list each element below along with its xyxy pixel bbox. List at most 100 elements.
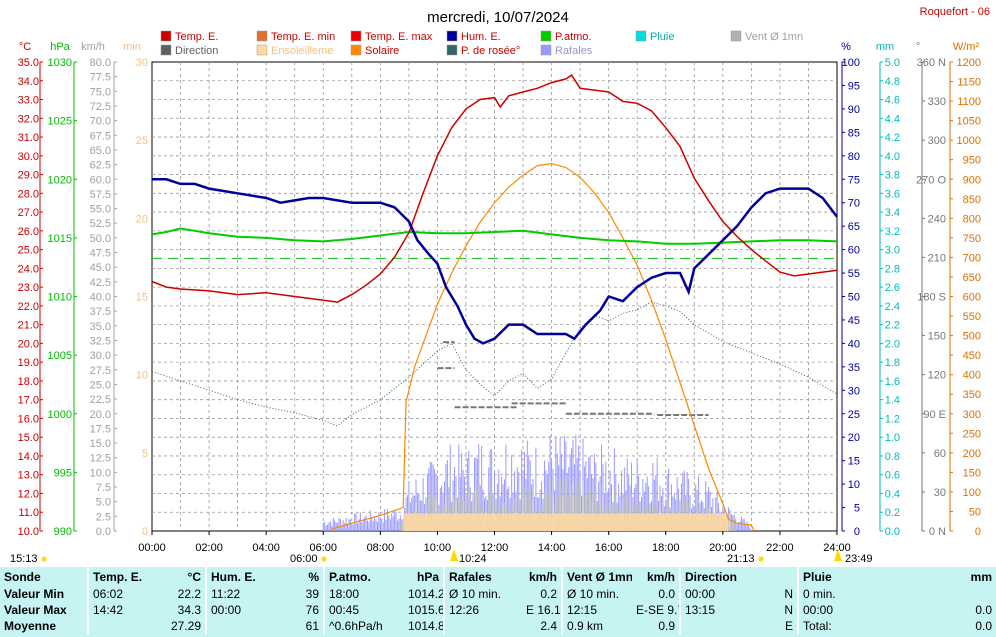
solar-axis-tick-label: 550: [963, 311, 981, 323]
solar-axis-tick-label: 150: [963, 467, 981, 479]
stats-header-temp-unit: °C: [187, 569, 201, 584]
stats-cell: 34.3: [177, 603, 201, 617]
time-marker-left: 15:13: [10, 553, 38, 565]
series-line-solaire: [331, 162, 755, 532]
stats-cell: [87, 618, 162, 634]
wind-axis-tick-label: 50.0: [90, 233, 111, 245]
stats-header-press-unit: hPa: [416, 569, 439, 584]
x-axis-tick-label: 18:00: [652, 542, 680, 554]
stats-cell: E-SE 9.7: [636, 603, 680, 617]
x-axis-tick-label: 12:00: [481, 542, 509, 554]
direction-axis-tick-label: 150: [928, 331, 946, 343]
humidity-axis-tick-label: 40: [848, 338, 860, 350]
gust-bars: [322, 434, 751, 531]
solar-axis-tick-label: 600: [963, 292, 981, 304]
humidity-axis-tick-label: 100: [842, 57, 860, 69]
rain-unit-label: mm: [876, 41, 894, 53]
wind-axis-tick-label: 72.5: [90, 101, 111, 113]
stats-row-label: Valeur Max: [4, 603, 67, 617]
time-marker-arrow: [834, 549, 842, 561]
solar-axis-tick-label: 100: [963, 487, 981, 499]
humidity-axis-tick-label: 25: [848, 409, 860, 421]
stats-cell: [205, 618, 278, 634]
pressure-axis-tick-label: 1000: [48, 409, 72, 421]
stats-table: Sonde Temp. E. °C Hum. E. % P.atmo. hPa …: [0, 567, 996, 634]
wind-axis-tick-label: 2.5: [96, 511, 111, 523]
x-axis-tick-label: 00:00: [138, 542, 166, 554]
wind-axis-tick-label: 5.0: [96, 497, 111, 509]
wind-axis-tick-label: 45.0: [90, 262, 111, 274]
humidity-axis-tick-label: 45: [848, 315, 860, 327]
rain-axis-tick-label: 0.2: [885, 507, 900, 519]
wind-axis-tick-label: 15.0: [90, 438, 111, 450]
direction-axis-tick-label: 30: [934, 487, 946, 499]
series-line-hum-e: [152, 178, 838, 345]
rain-axis-tick-label: 3.8: [885, 170, 900, 182]
legend-swatch: [256, 44, 268, 56]
humidity-unit-label: %: [841, 41, 851, 53]
stats-cell: [443, 618, 522, 634]
stats-header-hum: Hum. E.: [205, 567, 278, 586]
legend-label: Temp. E. min: [271, 31, 335, 43]
solar-axis-tick-label: 200: [963, 448, 981, 460]
station-name: Roquefort - 06: [920, 6, 990, 18]
stats-cell: 76: [305, 603, 319, 617]
series-line-p-de-ros-e: [151, 301, 838, 427]
plot-grid: [151, 61, 838, 532]
temp-axis-tick-label: 30.0: [18, 151, 39, 163]
direction-axis-tick-label: 210: [928, 252, 946, 264]
stats-cell: 06:02: [87, 586, 162, 602]
wind-axis-tick-label: 7.5: [96, 482, 111, 494]
temp-axis-tick-label: 29.0: [18, 170, 39, 182]
sun-axis-tick-label: 30: [136, 57, 148, 69]
rain-axis-tick-label: 4.2: [885, 132, 900, 144]
stats-cell: E: [784, 619, 793, 633]
stats-cell: 00:00: [205, 602, 278, 618]
stats-cell: ^0.6hPa/h: [323, 618, 404, 634]
wind-axis-tick-label: 30.0: [90, 350, 111, 362]
stats-header-dir-unit: [770, 567, 798, 586]
stats-cell: 61: [305, 619, 319, 633]
rain-axis-tick-label: 2.2: [885, 320, 900, 332]
humidity-axis-tick-label: 75: [848, 174, 860, 186]
stats-header-wind: Vent Ø 1mn: [561, 567, 632, 586]
stats-cell: 0.0: [975, 619, 992, 633]
pressure-unit-label: hPa: [50, 41, 70, 53]
direction-axis-tick-label: 240: [928, 213, 946, 225]
wind-axis-tick-label: 65.0: [90, 145, 111, 157]
stats-header-press: P.atmo.: [323, 567, 404, 586]
solar-axis-tick-label: 250: [963, 428, 981, 440]
stats-cell: 1014.8: [408, 619, 444, 633]
temp-axis-tick-label: 19.0: [18, 357, 39, 369]
rain-axis-tick-label: 0.8: [885, 451, 900, 463]
chart-title: mercredi, 10/07/2024: [427, 9, 569, 26]
stats-cell: [679, 618, 770, 634]
legend-swatch: [446, 44, 458, 56]
stats-cell: E 16.1: [526, 603, 561, 617]
stats-cell: 2.4: [540, 619, 557, 633]
wind-axis-tick-label: 40.0: [90, 292, 111, 304]
solar-axis-tick-label: 300: [963, 409, 981, 421]
rain-axis-tick-label: 2.0: [885, 338, 900, 350]
rain-axis-tick-label: 4.8: [885, 76, 900, 88]
temp-axis-tick-label: 23.0: [18, 282, 39, 294]
solar-axis-tick-label: 800: [963, 213, 981, 225]
temp-axis-tick-label: 28.0: [18, 188, 39, 200]
pressure-axis-tick-label: 1025: [48, 116, 72, 128]
x-axis-tick-label: 20:00: [709, 542, 737, 554]
temp-axis-tick-label: 12.0: [18, 488, 39, 500]
stats-header-gust-unit: km/h: [528, 569, 557, 584]
solar-axis-tick-label: 900: [963, 174, 981, 186]
temp-axis-tick-label: 25.0: [18, 245, 39, 257]
wind-axis-tick-label: 75.0: [90, 86, 111, 98]
temp-axis-tick-label: 34.0: [18, 76, 39, 88]
time-marker-right: 23:49: [845, 553, 873, 565]
humidity-axis-tick-label: 35: [848, 362, 860, 374]
stats-header-rain: Pluie: [797, 567, 882, 586]
stats-cell: Total:: [797, 618, 882, 634]
legend: Temp. E. Temp. E. min Temp. E. max Hum. E. P…: [160, 30, 803, 57]
wind-axis-tick-label: 57.5: [90, 189, 111, 201]
time-marker-sunset: 21:13: [727, 553, 755, 565]
axes: °C hPa km/h min% mm ° W/m² 10.0 11.0 12.0 13.0 14.0…: [18, 41, 981, 554]
legend-label: Rafales: [555, 45, 593, 57]
